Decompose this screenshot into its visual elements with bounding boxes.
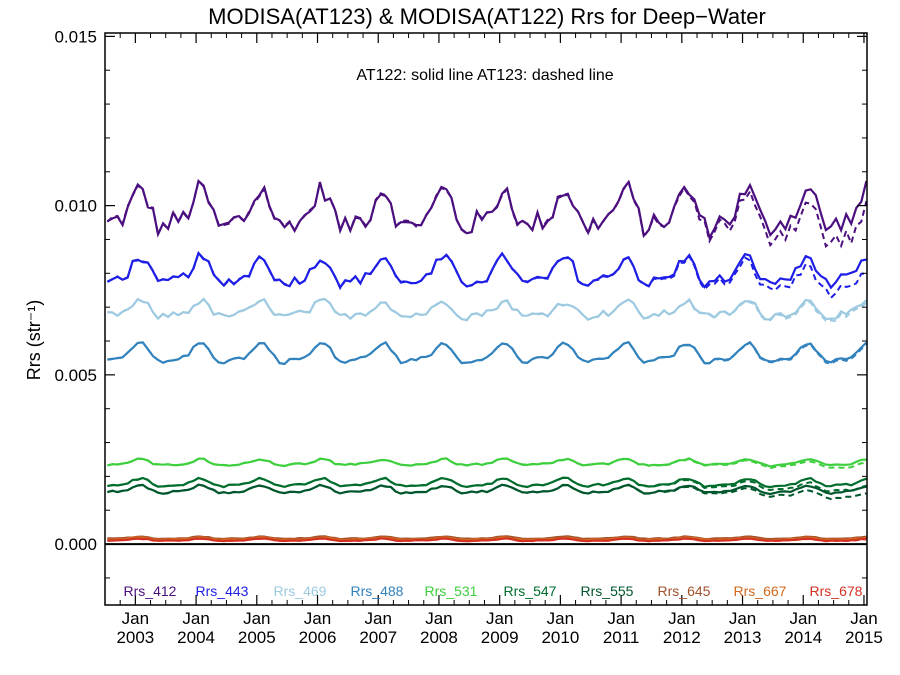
x-tick-label-year: 2015 <box>845 628 883 647</box>
legend-entry-Rrs_469: Rrs_469 <box>274 583 327 599</box>
plot-frame <box>104 32 868 606</box>
x-tick-label-month: Jan <box>122 609 149 628</box>
x-tick-label-year: 2012 <box>663 628 701 647</box>
legend-entry-Rrs_488: Rrs_488 <box>351 583 404 599</box>
series-line-Rrs_678-at122 <box>107 537 867 543</box>
x-tick-label-year: 2014 <box>784 628 822 647</box>
series-line-Rrs_443-at122 <box>106 250 867 290</box>
x-tick-label-month: Jan <box>790 609 817 628</box>
x-tick-label-month: Jan <box>365 609 392 628</box>
x-tick-label-month: Jan <box>607 609 634 628</box>
x-tick-label-month: Jan <box>729 609 756 628</box>
y-tick-label: 0.010 <box>54 197 97 216</box>
series-line-Rrs_488-at122 <box>107 340 868 366</box>
x-tick-label-year: 2010 <box>541 628 579 647</box>
legend: Rrs_412 Rrs_443 Rrs_469 Rrs_488 Rrs_531 Rrs_5… <box>124 583 863 599</box>
x-tick-label-year: 2004 <box>177 628 215 647</box>
x-tick-label-year: 2009 <box>481 628 519 647</box>
legend-entry-Rrs_531: Rrs_531 <box>425 583 478 599</box>
y-axis-label: Rrs (str⁻¹) <box>24 300 44 380</box>
legend-entry-Rrs_547: Rrs_547 <box>504 583 557 599</box>
chart-title: MODISA(AT123) & MODISA(AT122) Rrs for De… <box>208 4 766 29</box>
x-tick-label-year: 2007 <box>359 628 397 647</box>
x-tick-label-month: Jan <box>182 609 209 628</box>
legend-entry-Rrs_667: Rrs_667 <box>734 583 787 599</box>
x-tick-label-year: 2013 <box>724 628 762 647</box>
x-tick-label-month: Jan <box>850 609 877 628</box>
x-tick-label-year: 2006 <box>299 628 337 647</box>
x-tick-label-year: 2005 <box>238 628 276 647</box>
plot-area <box>105 178 868 546</box>
x-tick-label-month: Jan <box>547 609 574 628</box>
x-tick-label-year: 2008 <box>420 628 458 647</box>
series-line-Rrs_547-at122 <box>107 476 867 489</box>
legend-entry-Rrs_678: Rrs_678 <box>810 583 863 599</box>
series-line-Rrs_531-at122 <box>107 457 867 468</box>
legend-entry-Rrs_645: Rrs_645 <box>658 583 711 599</box>
legend-entry-Rrs_412: Rrs_412 <box>124 583 177 599</box>
x-tick-label-month: Jan <box>486 609 513 628</box>
y-tick-label: 0.005 <box>54 366 97 385</box>
x-tick-label-year: 2011 <box>603 628 640 647</box>
x-tick-label-month: Jan <box>243 609 270 628</box>
legend-entry-Rrs_555: Rrs_555 <box>581 583 634 599</box>
x-tick-label-month: Jan <box>425 609 452 628</box>
y-tick-label: 0.000 <box>54 535 97 554</box>
series-line-Rrs_412-at122 <box>106 178 868 241</box>
series-line-Rrs_469-at122 <box>107 297 868 322</box>
line-style-annotation: AT122: solid line AT123: dashed line <box>356 67 613 84</box>
y-tick-label: 0.015 <box>54 27 97 46</box>
x-tick-label-year: 2003 <box>116 628 154 647</box>
series-line-Rrs_555-at122 <box>107 483 867 496</box>
x-tick-label-month: Jan <box>304 609 331 628</box>
legend-entry-Rrs_443: Rrs_443 <box>196 583 249 599</box>
x-tick-label-month: Jan <box>668 609 695 628</box>
axes: 0.0000.0050.0100.015Jan2003Jan2004Jan200… <box>54 27 882 647</box>
